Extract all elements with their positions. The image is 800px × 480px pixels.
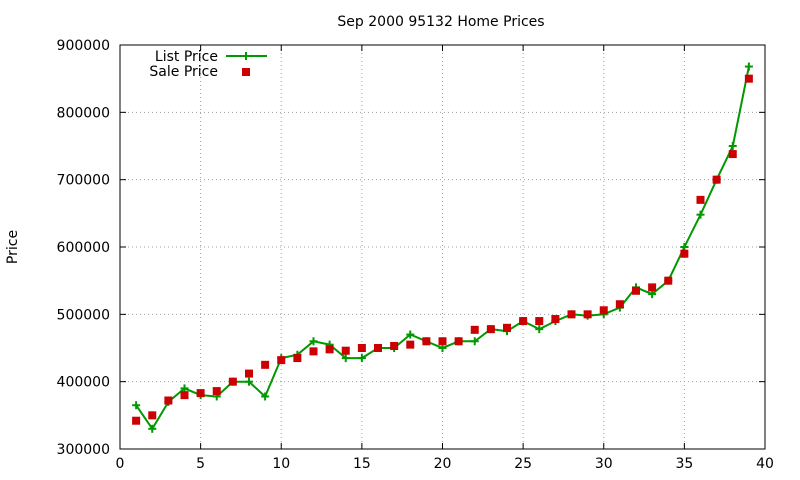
list-price-point (341, 354, 350, 363)
sale-price-point (406, 340, 415, 349)
sale-price-point (599, 306, 608, 315)
legend-label-list-price: List Price (155, 49, 218, 65)
list-price-point (132, 401, 141, 410)
sale-price-point (535, 317, 544, 326)
sale-price-point (390, 341, 399, 350)
sale-price-point (164, 396, 173, 405)
list-price-point (744, 62, 753, 71)
list-price-point (357, 354, 366, 363)
x-tick-label: 30 (595, 456, 613, 472)
sale-price-point (519, 317, 528, 326)
grid (120, 45, 765, 449)
series-layer (132, 62, 753, 433)
legend: List Price Sale Price (149, 49, 267, 80)
sale-price-point (438, 337, 447, 346)
sale-price-point (454, 337, 463, 346)
x-tick-label: 20 (434, 456, 452, 472)
legend-label-sale-price: Sale Price (149, 64, 218, 80)
sale-price-point (132, 416, 141, 425)
list-price-point (148, 424, 157, 433)
sale-price-point (422, 337, 431, 346)
sale-price-point (148, 411, 157, 420)
x-tick-label: 40 (756, 456, 774, 472)
sale-price-point (180, 391, 189, 400)
chart-title: Sep 2000 95132 Home Prices (337, 14, 544, 30)
y-tick-label: 400000 (57, 375, 110, 391)
list-price-point (728, 142, 737, 150)
y-tick-label: 800000 (57, 105, 110, 121)
y-tick-label: 300000 (57, 442, 110, 458)
sale-price-point (632, 286, 640, 295)
y-tick-label: 700000 (57, 173, 110, 189)
sale-price-point (696, 195, 705, 204)
legend-marker-sale-price (242, 68, 250, 76)
list-price-point (309, 337, 318, 346)
sale-price-point (712, 175, 721, 184)
sale-price-point (357, 344, 366, 352)
sale-price-point (486, 325, 495, 334)
sale-price-point (583, 310, 592, 319)
sale-price-point (470, 325, 479, 334)
sale-price-point (648, 283, 657, 292)
list-price-point (648, 290, 657, 299)
sale-price-point (374, 344, 382, 352)
list-price-point (696, 210, 705, 219)
x-tick-label: 0 (116, 456, 125, 472)
sale-price-point (293, 354, 302, 363)
sale-price-point (680, 249, 689, 258)
y-tick-label: 500000 (57, 307, 110, 323)
list-price-point (180, 384, 189, 393)
sale-price-point (728, 150, 737, 159)
sale-price-point (615, 300, 624, 309)
y-axis-label: Price (5, 230, 21, 264)
tick-labels: 0 5 10 15 20 25 30 35 40 300000 400000 500000 600000… (57, 38, 774, 472)
x-tick-label: 25 (514, 456, 532, 472)
legend-plus (242, 52, 250, 60)
sale-price-point (744, 74, 753, 83)
list-price-point (406, 330, 415, 339)
x-tick-label: 10 (272, 456, 290, 472)
sale-price-point (567, 310, 576, 319)
list-price-point (535, 325, 544, 334)
x-tick-label: 5 (196, 456, 205, 472)
sale-price-point (196, 389, 205, 398)
list-price-point (470, 337, 479, 346)
list-price-point (245, 377, 253, 386)
list-price-point (261, 392, 270, 401)
list-price-point (438, 344, 447, 352)
sale-price-point (261, 360, 270, 369)
sale-price-point (277, 356, 286, 365)
sale-price-point (245, 369, 253, 378)
sale-price-point (309, 347, 318, 356)
y-tick-label: 600000 (57, 240, 110, 256)
axis-ticks (119, 44, 766, 450)
list-price-point (680, 243, 689, 251)
x-tick-label: 35 (675, 456, 693, 472)
x-tick-label: 15 (353, 456, 371, 472)
sale-price-point (325, 345, 334, 354)
y-tick-label: 900000 (57, 38, 110, 54)
sale-price-point (341, 346, 350, 355)
legend-marker-list-price (242, 52, 250, 60)
sale-price-point (212, 387, 221, 396)
sale-price-point (551, 315, 560, 324)
sale-price-point (664, 276, 673, 285)
sale-price-point (228, 377, 237, 386)
sale-price-point (503, 323, 511, 332)
